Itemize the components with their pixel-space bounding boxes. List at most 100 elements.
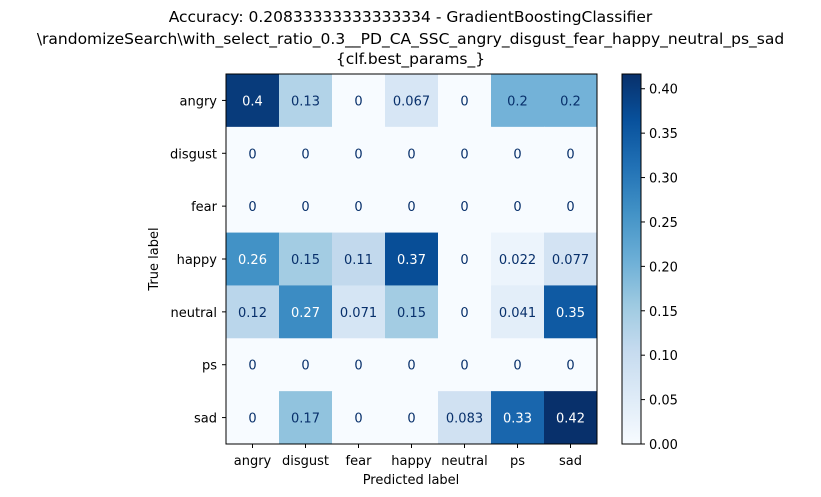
heatmap-cell (332, 338, 386, 392)
heatmap-cell (385, 391, 439, 445)
heatmap-cell (385, 232, 439, 286)
heatmap-cell (491, 285, 545, 339)
chart-title-line-3: {clf.best_params_} (335, 50, 486, 68)
heatmap-cell (491, 126, 545, 181)
heatmap-cell-labels: 0.4 0.13 0 0.067 0 0.2 0.2 0 0 0 0 0 0 0 0 0 0 0 0 0 0 0.26 0.… (238, 94, 589, 426)
colorbar-tick-label: 0.15 (649, 305, 678, 320)
heatmap-cell (438, 179, 492, 234)
cell-value-label: 0 (460, 94, 468, 109)
cell-value-label: 0 (248, 412, 256, 427)
x-tick-label: sad (559, 454, 582, 469)
cell-value-label: 0.27 (291, 306, 320, 321)
colorbar-tick-label: 0.35 (649, 127, 678, 142)
colorbar (621, 73, 642, 445)
heatmap-cell (226, 285, 280, 339)
cell-value-label: 0.077 (552, 253, 589, 268)
colorbar-tick-label: 0.05 (649, 394, 678, 409)
cell-value-label: 0.33 (503, 412, 532, 427)
heatmap-cell (544, 338, 598, 392)
colorbar-axis: 0.00 0.05 0.10 0.15 0.20 0.25 0.30 0.35 0.40 (641, 83, 678, 453)
y-tick-label: happy (177, 253, 218, 268)
cell-value-label: 0.15 (397, 306, 426, 321)
cell-value-label: 0.2 (507, 94, 528, 109)
heatmap-cell (385, 74, 439, 128)
heatmap-cell (544, 74, 598, 128)
heatmap-cell (544, 285, 598, 339)
cell-value-label: 0 (460, 253, 468, 268)
cell-value-label: 0.071 (340, 306, 377, 321)
heatmap-cell (279, 285, 333, 339)
y-axis-label: True label (147, 227, 162, 291)
cell-value-label: 0 (248, 147, 256, 162)
heatmap-cell (226, 391, 280, 445)
cell-value-label: 0.12 (238, 306, 267, 321)
cell-value-label: 0.4 (242, 94, 263, 109)
heatmap-cell (544, 391, 598, 445)
cell-value-label: 0 (460, 200, 468, 215)
heatmap-cell (491, 74, 545, 128)
heatmap-cell (226, 232, 280, 286)
cell-value-label: 0 (354, 412, 362, 427)
cell-value-label: 0 (407, 147, 415, 162)
cell-value-label: 0 (513, 359, 521, 374)
cell-value-label: 0 (354, 359, 362, 374)
heatmap-cell (279, 338, 333, 392)
cell-value-label: 0 (513, 147, 521, 162)
heatmap-cell (279, 179, 333, 234)
cell-value-label: 0 (301, 359, 309, 374)
chart-title-line-1: Accuracy: 0.20833333333333334 - Gradient… (168, 8, 653, 26)
heatmap-cell (491, 338, 545, 392)
colorbar-tick-label: 0.00 (649, 438, 678, 453)
heatmap-cell (438, 232, 492, 286)
colorbar-tick-label: 0.10 (649, 349, 678, 364)
cell-value-label: 0 (460, 147, 468, 162)
cell-value-label: 0 (513, 200, 521, 215)
cell-value-label: 0.11 (344, 253, 373, 268)
y-tick-label: disgust (170, 147, 217, 162)
heatmap-cell (438, 74, 492, 128)
colorbar-tick-label: 0.30 (649, 172, 678, 187)
cell-value-label: 0.15 (291, 253, 320, 268)
cell-value-label: 0 (566, 359, 574, 374)
heatmap-cell (332, 285, 386, 339)
cell-value-label: 0 (248, 359, 256, 374)
colorbar-tick-label: 0.20 (649, 260, 678, 275)
y-tick-label: sad (194, 412, 217, 427)
heatmap-cell (491, 391, 545, 445)
x-tick-label: ps (510, 454, 525, 469)
cell-value-label: 0 (566, 200, 574, 215)
cell-value-label: 0 (354, 94, 362, 109)
heatmap-cell (385, 338, 439, 392)
heatmap-cell (385, 126, 439, 181)
cell-value-label: 0.041 (499, 306, 536, 321)
heatmap-cell (332, 126, 386, 181)
cell-value-label: 0 (407, 200, 415, 215)
y-tick-label: neutral (171, 306, 218, 321)
heatmap-cell (332, 179, 386, 234)
heatmap-cell (279, 232, 333, 286)
x-tick-label: fear (346, 454, 373, 469)
heatmap-cell (332, 391, 386, 445)
heatmap-cell (438, 338, 492, 392)
heatmap-cell (491, 179, 545, 234)
heatmap-cell (544, 179, 598, 234)
x-tick-label: neutral (441, 454, 488, 469)
x-tick-label: angry (234, 454, 272, 469)
cell-value-label: 0 (301, 200, 309, 215)
heatmap-cells (226, 74, 598, 445)
cell-value-label: 0 (460, 306, 468, 321)
cell-value-label: 0.083 (446, 412, 483, 427)
x-tick-label: happy (391, 454, 432, 469)
x-axis: angry disgust fear happy neutral ps sad (234, 444, 582, 469)
cell-value-label: 0 (301, 147, 309, 162)
heatmap-cell (332, 232, 386, 286)
cell-value-label: 0.26 (238, 253, 267, 268)
heatmap-cell (279, 126, 333, 181)
heatmap-cell (226, 74, 280, 128)
y-axis: angry disgust fear happy neutral ps sad (170, 94, 226, 427)
heatmap-cell (438, 391, 492, 445)
cell-value-label: 0.13 (291, 94, 320, 109)
cell-value-label: 0 (407, 412, 415, 427)
cell-value-label: 0.42 (556, 412, 585, 427)
